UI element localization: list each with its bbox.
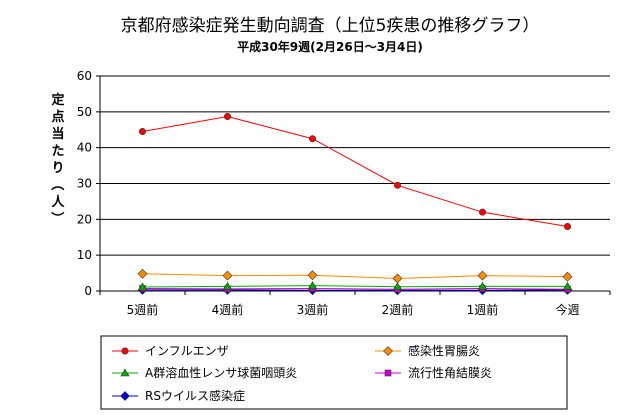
series-1-point: [137, 268, 148, 279]
series-1-point: [222, 270, 233, 281]
series-2-line: [142, 285, 568, 288]
series-0-point: [478, 208, 486, 216]
series-1-point: [562, 271, 573, 282]
y-tick-label: 30: [77, 177, 92, 191]
series-0-point: [308, 135, 316, 143]
series-0-point: [393, 181, 401, 189]
y-axis-label-char: ）: [49, 211, 65, 224]
series-2-point: [137, 282, 148, 291]
legend-label: 感染性胃腸炎: [408, 343, 480, 358]
y-tick-label: 60: [77, 69, 92, 83]
legend-swatch-marker: [120, 368, 130, 377]
y-tick-label: 40: [77, 141, 92, 155]
series-0-line: [142, 115, 568, 227]
legend-label: 流行性角結膜炎: [408, 366, 492, 380]
series-2-point: [477, 281, 488, 290]
legend-item: RSウイルス感染症: [112, 388, 245, 403]
series-0-point: [139, 128, 147, 136]
y-axis-label-char: 人: [51, 194, 65, 210]
y-axis-label-char: 点: [51, 109, 64, 125]
y-axis-label-char: （: [49, 177, 65, 190]
y-tick-label: 50: [77, 105, 92, 119]
series-2-point: [392, 282, 403, 291]
legend-swatch-marker: [384, 369, 392, 377]
series-1: [137, 268, 573, 284]
series-0-point: [563, 223, 571, 231]
x-tick-label: 今週: [555, 302, 579, 317]
legend-box: [100, 335, 568, 410]
x-tick-label: 5週前: [127, 302, 159, 317]
legend-swatch-marker: [121, 347, 129, 355]
series-3-line: [142, 287, 568, 290]
chart-subtitle: 平成30年9週(2月26日～3月4日): [237, 39, 423, 54]
legend-item: インフルエンザ: [112, 344, 229, 358]
y-axis-label-char: た: [51, 144, 64, 159]
y-tick-label: 20: [77, 212, 92, 226]
y-axis-label-char: り: [51, 161, 64, 176]
x-tick-label: 3週前: [297, 302, 329, 317]
y-axis-label-char: 定: [50, 92, 64, 108]
legend-item: 流行性角結膜炎: [375, 366, 492, 380]
y-tick-label: 10: [77, 248, 92, 262]
series-2-point: [307, 281, 318, 289]
legend-label: A群溶血性レンサ球菌咽頭炎: [145, 365, 297, 380]
x-tick-label: 4週前: [212, 302, 244, 317]
series-1-point: [477, 270, 488, 281]
series-1-line: [142, 273, 568, 279]
legend-label: インフルエンザ: [145, 344, 229, 358]
plot-area: 0 10 20 30 40 50 60 5週前 4週前 3週前 2週前 1週前 今週: [77, 69, 611, 317]
x-tick-label: 2週前: [382, 302, 414, 317]
y-tick-label: 0: [84, 284, 92, 298]
chart-title: 京都府感染症発生動向調査（上位5疾患の推移グラフ）: [121, 16, 540, 36]
legend-label: RSウイルス感染症: [145, 388, 245, 403]
series-0: [139, 112, 571, 231]
legend-item: 感染性胃腸炎: [375, 343, 480, 358]
legend: インフルエンザ 感染性胃腸炎 A群溶血性レンサ球菌咽頭炎 流行性角結膜炎 RSウイルス感…: [100, 335, 568, 410]
legend-item: A群溶血性レンサ球菌咽頭炎: [112, 365, 297, 380]
series-2-point: [562, 281, 573, 290]
series-0-point: [224, 112, 232, 120]
series-2: [137, 281, 573, 291]
series-1-point: [392, 273, 403, 284]
series-2-point: [222, 281, 233, 290]
x-tick-label: 1週前: [467, 302, 499, 317]
legend-swatch-marker: [383, 346, 393, 356]
y-axis-label-char: 当: [51, 126, 64, 142]
series-1-point: [307, 270, 318, 281]
legend-swatch-marker: [120, 391, 130, 401]
